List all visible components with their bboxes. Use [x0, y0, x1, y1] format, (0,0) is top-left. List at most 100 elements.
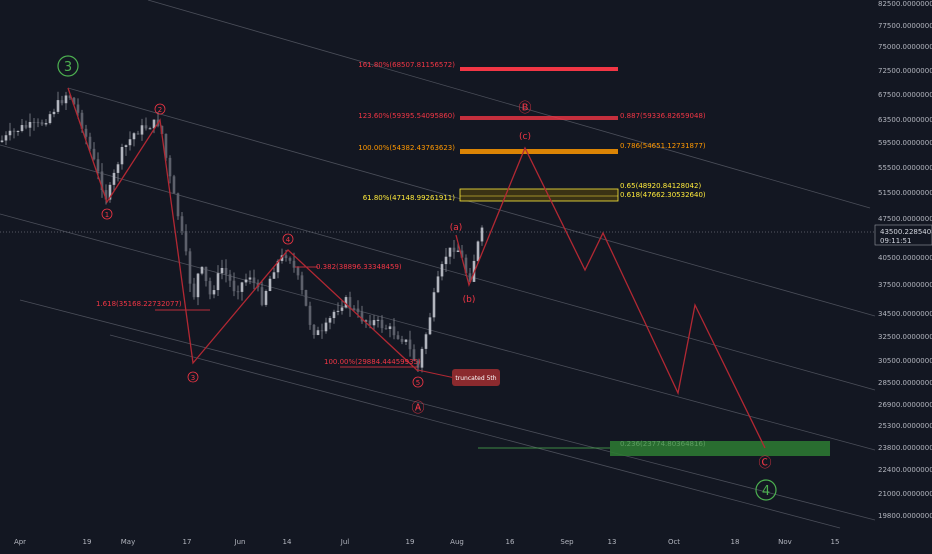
wave-label-4-green-text: 4	[762, 484, 770, 499]
time-tick-label: 15	[831, 538, 840, 546]
candle-body	[136, 133, 140, 135]
price-tick-label: 22400.00000000	[878, 466, 932, 474]
price-tick-label: 51500.00000000	[878, 189, 932, 197]
price-tick-label: 55500.00000000	[878, 164, 932, 172]
candle-body	[96, 159, 100, 172]
candle-body	[400, 338, 404, 342]
candle-body	[184, 231, 188, 252]
candle-body	[64, 95, 68, 104]
candle-body	[120, 147, 124, 165]
time-tick-label: 17	[183, 538, 192, 546]
candle-body	[344, 297, 348, 308]
candle-body	[348, 297, 352, 309]
price-tick-label: 25300.00000000	[878, 422, 932, 430]
time-tick-label: 13	[608, 538, 617, 546]
candle-body	[276, 260, 280, 273]
candle-body	[384, 328, 388, 330]
wave-label-B: Ⓑ	[518, 101, 531, 116]
wave-label-5-red: 5	[412, 376, 424, 388]
candle-body	[452, 247, 456, 252]
candle-body	[100, 171, 104, 191]
candle-body	[288, 258, 292, 261]
candle-body	[244, 279, 248, 283]
truncated-5th-callout: truncated 5th	[417, 369, 500, 386]
candle-body	[224, 267, 228, 275]
candle-body	[428, 317, 432, 335]
candle-body	[140, 125, 144, 135]
wave-label-4-red: 4	[282, 233, 294, 245]
channel-line-3	[0, 144, 876, 391]
candle-body	[104, 190, 108, 200]
wave-label-3-text: 3	[64, 60, 72, 75]
time-tick-label: May	[121, 538, 135, 546]
candle-body	[36, 122, 40, 124]
fib-100-bottom-label: 100.00%(29884.44459935)	[324, 358, 421, 366]
price-tick-label: 30500.00000000	[878, 357, 932, 365]
candle-body	[172, 176, 176, 194]
candle-body	[176, 193, 180, 217]
channel-line-2	[67, 87, 876, 317]
price-tick-label: 32500.00000000	[878, 333, 932, 341]
candle-body	[480, 227, 484, 242]
channel-line-4	[0, 213, 876, 451]
candle-body	[404, 339, 408, 342]
candle-body	[220, 267, 224, 274]
candle-body	[128, 139, 132, 146]
price-tick-label: 67500.00000000	[878, 91, 932, 99]
channel-line-5	[19, 299, 876, 521]
candle-body	[396, 335, 400, 339]
fib-golden-zone	[459, 188, 619, 202]
candle-body	[236, 291, 240, 293]
wave-label-c: (c)	[519, 132, 531, 142]
candle-body	[284, 255, 288, 259]
candle-body	[228, 274, 232, 281]
channel-lines	[0, 0, 876, 529]
price-tick-label: 77500.00000000	[878, 22, 932, 30]
candle-body	[476, 241, 480, 261]
candle-body	[72, 97, 76, 105]
candle-body	[272, 272, 276, 279]
fib-0236-label: 0.236(23774.80364816)	[620, 440, 706, 448]
candle-body	[300, 275, 304, 291]
candle-body	[148, 128, 152, 130]
candle-body	[304, 290, 308, 306]
candle-body	[292, 260, 296, 268]
fib-100-label: 100.00%(54382.43763623)	[358, 144, 455, 152]
price-axis[interactable]: 82500.00000000 77500.00000000 75000.000000…	[878, 0, 932, 520]
candle-body	[372, 320, 376, 326]
candle-body	[336, 310, 340, 312]
candle-body	[296, 267, 300, 276]
channel-line-6	[109, 334, 841, 529]
candle-body	[332, 311, 336, 319]
candle-body	[408, 339, 412, 350]
time-axis[interactable]: Apr 19 May 17 Jun 14 Jul 19 Aug 16 Sep 13 Oct 18 Nov 15	[14, 538, 840, 546]
candle-body	[248, 277, 252, 280]
candle-body	[76, 104, 80, 113]
candle-body	[320, 330, 324, 332]
time-tick-label: Sep	[560, 538, 574, 546]
price-tick-label: 21000.00000000	[878, 490, 932, 498]
candle-body	[268, 278, 272, 291]
candle-body	[168, 157, 172, 177]
price-tick-label: 75000.00000000	[878, 43, 932, 51]
candle-body	[52, 111, 56, 115]
candle-body	[316, 330, 320, 336]
candle-body	[232, 280, 236, 292]
wave-label-1-text: 1	[105, 211, 109, 219]
candle-body	[60, 100, 64, 104]
candle-body	[392, 326, 396, 336]
candle-body	[440, 264, 444, 277]
fib-1618-bar	[460, 67, 618, 71]
price-tick-label: 72500.00000000	[878, 67, 932, 75]
price-tick-label: 23800.00000000	[878, 444, 932, 452]
candle-body	[252, 277, 256, 283]
wave-projection	[455, 146, 766, 449]
time-tick-label: Jul	[340, 538, 350, 546]
time-tick-label: Jun	[234, 538, 246, 546]
time-tick-label: Apr	[14, 538, 26, 546]
candle-body	[380, 319, 384, 329]
candle-body	[356, 308, 360, 313]
wave-zigzag-past	[67, 87, 419, 372]
